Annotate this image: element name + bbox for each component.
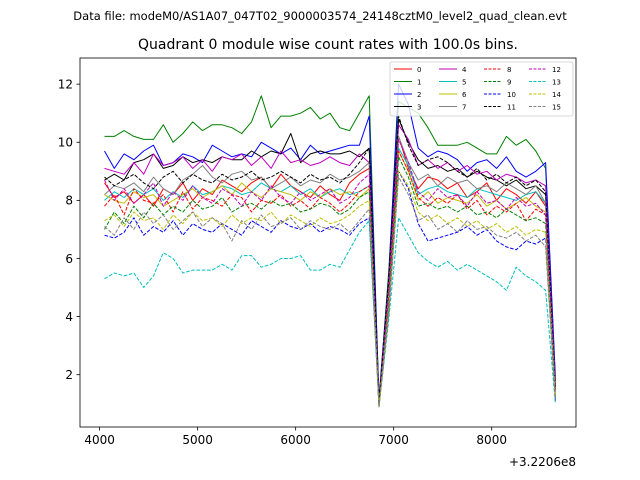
series-line-14: [104, 170, 556, 408]
legend-label-11: 11: [507, 104, 516, 112]
series-line-4: [104, 124, 556, 405]
series-line-1: [104, 95, 556, 402]
y-tick-label: 4: [65, 310, 73, 324]
series-line-3: [104, 118, 556, 402]
series-line-9: [104, 156, 556, 408]
plot-area: 4000 5000 6000 7000 800024681012012345678910…: [58, 57, 577, 447]
legend-label-2: 2: [417, 91, 421, 99]
y-tick-label: 10: [58, 136, 73, 150]
x-tick-label: 5000: [182, 433, 213, 447]
series-line-0: [104, 135, 556, 405]
legend-box: [389, 61, 574, 117]
x-tick-label: 6000: [280, 433, 311, 447]
legend-label-13: 13: [552, 79, 561, 87]
legend-label-7: 7: [462, 104, 466, 112]
legend-label-14: 14: [552, 91, 561, 99]
series-line-7: [104, 135, 556, 405]
chart-title: Quadrant 0 module wise count rates with …: [138, 37, 518, 53]
series-line-12: [104, 138, 556, 408]
legend-label-15: 15: [552, 104, 561, 112]
y-tick-label: 2: [65, 368, 73, 382]
series-line-2: [104, 83, 556, 399]
suptitle: Data file: modeM0/AS1A07_047T02_90000035…: [73, 9, 567, 23]
x-tick-label: 7000: [378, 433, 409, 447]
y-tick-label: 6: [65, 252, 73, 266]
legend-label-8: 8: [507, 66, 511, 74]
series-line-11: [104, 115, 556, 405]
legend-label-3: 3: [417, 104, 421, 112]
series-line-8: [104, 150, 556, 408]
legend-label-0: 0: [417, 66, 421, 74]
series-line-13: [104, 217, 556, 408]
legend-label-6: 6: [462, 91, 467, 99]
x-tick-label: 4000: [84, 433, 115, 447]
legend-label-1: 1: [417, 79, 421, 87]
legend-label-10: 10: [507, 91, 516, 99]
series-line-5: [104, 147, 556, 405]
y-tick-label: 8: [65, 194, 73, 208]
axes-frame: [79, 57, 577, 428]
y-tick-label: 12: [58, 77, 73, 91]
legend-label-12: 12: [552, 66, 561, 74]
x-tick-label: 8000: [476, 433, 507, 447]
legend-label-9: 9: [507, 79, 511, 87]
legend-label-5: 5: [462, 79, 466, 87]
legend-label-4: 4: [462, 66, 467, 74]
series-line-15: [104, 176, 556, 408]
x-offset-label: +3.2206e8: [509, 455, 576, 469]
series-line-6: [104, 150, 556, 408]
